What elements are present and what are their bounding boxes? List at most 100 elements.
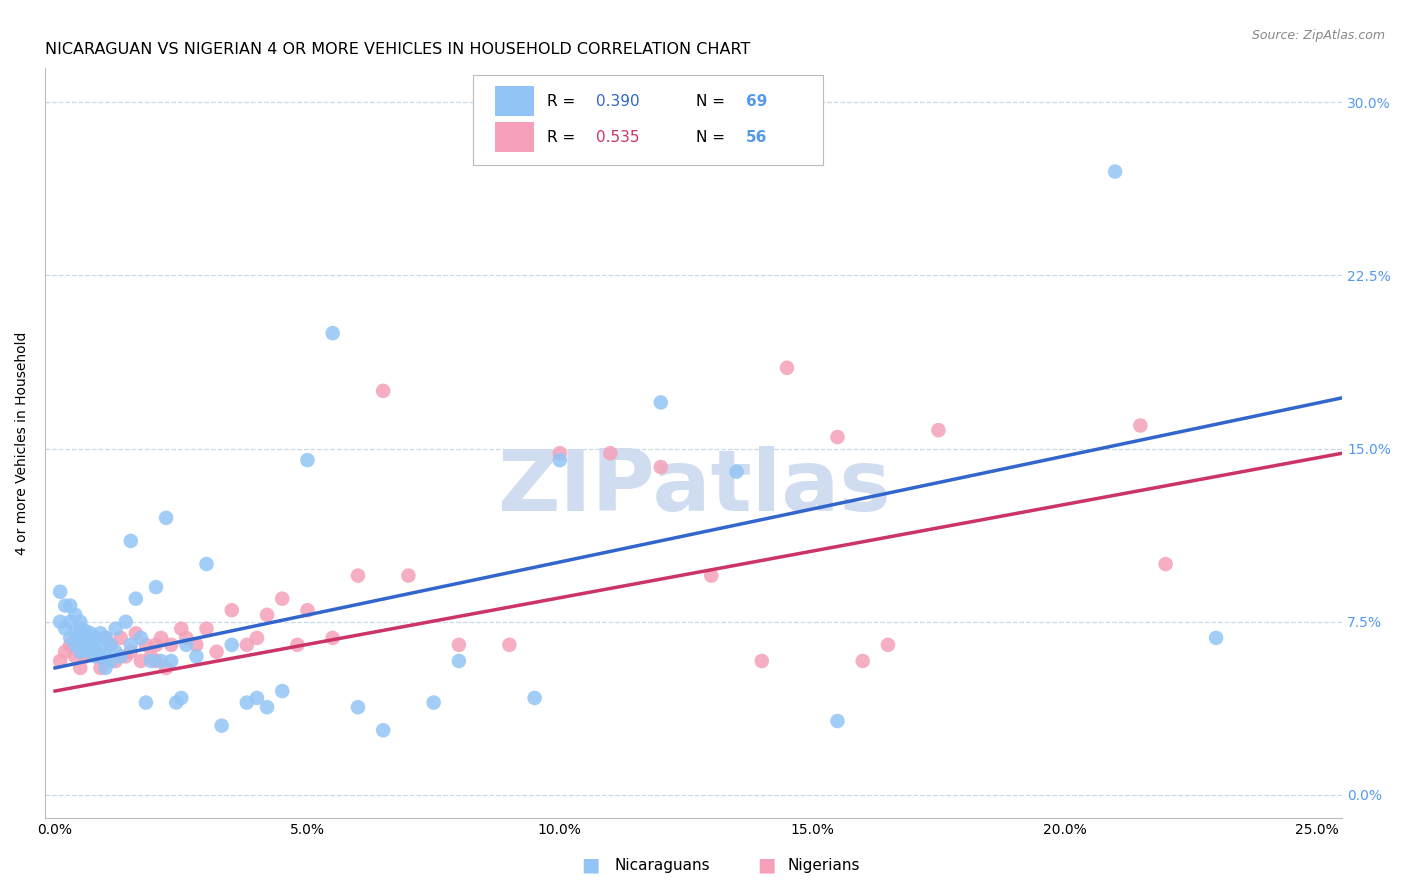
Point bbox=[69, 622, 91, 636]
Point bbox=[89, 649, 111, 664]
Point bbox=[221, 638, 243, 652]
Point bbox=[297, 603, 319, 617]
Point bbox=[79, 638, 101, 652]
Text: N =: N = bbox=[696, 94, 730, 109]
Point bbox=[94, 654, 117, 668]
Point bbox=[94, 649, 117, 664]
Point bbox=[150, 654, 173, 668]
Point bbox=[877, 638, 900, 652]
Point bbox=[827, 430, 849, 444]
Point bbox=[548, 453, 571, 467]
Point bbox=[104, 654, 127, 668]
Point bbox=[114, 615, 136, 629]
Point bbox=[84, 631, 107, 645]
Point bbox=[139, 649, 162, 664]
Point bbox=[347, 568, 370, 582]
Point bbox=[927, 423, 949, 437]
Point bbox=[114, 649, 136, 664]
Point bbox=[827, 714, 849, 728]
Point bbox=[125, 626, 148, 640]
Point bbox=[165, 696, 187, 710]
Point bbox=[246, 631, 269, 645]
Point bbox=[49, 654, 72, 668]
Point bbox=[65, 626, 87, 640]
Text: R =: R = bbox=[547, 94, 581, 109]
Point bbox=[373, 723, 395, 738]
Point bbox=[135, 638, 157, 652]
Point bbox=[59, 638, 82, 652]
Point bbox=[447, 638, 470, 652]
Point bbox=[186, 649, 208, 664]
Point bbox=[125, 591, 148, 606]
Point bbox=[271, 591, 294, 606]
Point bbox=[176, 631, 198, 645]
Point bbox=[59, 599, 82, 613]
Point bbox=[75, 624, 97, 638]
Point bbox=[1154, 557, 1177, 571]
Point bbox=[65, 638, 87, 652]
Point bbox=[94, 661, 117, 675]
Point bbox=[53, 622, 76, 636]
Text: R =: R = bbox=[547, 130, 581, 145]
Point bbox=[53, 645, 76, 659]
Point bbox=[1205, 631, 1227, 645]
Point bbox=[498, 638, 520, 652]
FancyBboxPatch shape bbox=[495, 122, 534, 153]
Point bbox=[120, 638, 142, 652]
Point bbox=[139, 654, 162, 668]
Point bbox=[285, 638, 308, 652]
Point bbox=[548, 446, 571, 460]
Point bbox=[150, 631, 173, 645]
Point bbox=[195, 557, 218, 571]
Point bbox=[94, 631, 117, 645]
Point bbox=[256, 607, 278, 622]
Point bbox=[75, 631, 97, 645]
Point bbox=[79, 638, 101, 652]
Point bbox=[84, 649, 107, 664]
Y-axis label: 4 or more Vehicles in Household: 4 or more Vehicles in Household bbox=[15, 331, 30, 555]
Point bbox=[256, 700, 278, 714]
Point bbox=[236, 696, 259, 710]
Point bbox=[110, 649, 132, 664]
Point bbox=[523, 690, 546, 705]
Point bbox=[100, 638, 122, 652]
Point bbox=[100, 638, 122, 652]
Point bbox=[79, 645, 101, 659]
Point bbox=[1129, 418, 1152, 433]
Point bbox=[322, 326, 344, 340]
Point bbox=[69, 645, 91, 659]
Point bbox=[100, 654, 122, 668]
Point bbox=[69, 631, 91, 645]
Point bbox=[69, 645, 91, 659]
Point bbox=[160, 654, 183, 668]
Point bbox=[322, 631, 344, 645]
Point bbox=[145, 638, 167, 652]
Point bbox=[186, 638, 208, 652]
FancyBboxPatch shape bbox=[495, 87, 534, 117]
Point bbox=[236, 638, 259, 652]
Text: Source: ZipAtlas.com: Source: ZipAtlas.com bbox=[1251, 29, 1385, 42]
Point bbox=[53, 599, 76, 613]
Point bbox=[84, 642, 107, 657]
Text: ZIPatlas: ZIPatlas bbox=[496, 446, 890, 529]
Point bbox=[650, 395, 672, 409]
Point bbox=[751, 654, 773, 668]
Point bbox=[373, 384, 395, 398]
Point bbox=[725, 465, 748, 479]
Point bbox=[160, 638, 183, 652]
Point bbox=[650, 460, 672, 475]
Point bbox=[145, 580, 167, 594]
Text: Nigerians: Nigerians bbox=[787, 858, 860, 872]
Point bbox=[65, 607, 87, 622]
Point bbox=[170, 690, 193, 705]
Point bbox=[89, 640, 111, 655]
Point bbox=[271, 684, 294, 698]
Point bbox=[396, 568, 419, 582]
Point bbox=[776, 360, 799, 375]
Text: Nicaraguans: Nicaraguans bbox=[614, 858, 710, 872]
Point bbox=[129, 654, 152, 668]
Point bbox=[170, 622, 193, 636]
Point bbox=[205, 645, 228, 659]
Point bbox=[176, 638, 198, 652]
Point bbox=[104, 645, 127, 659]
